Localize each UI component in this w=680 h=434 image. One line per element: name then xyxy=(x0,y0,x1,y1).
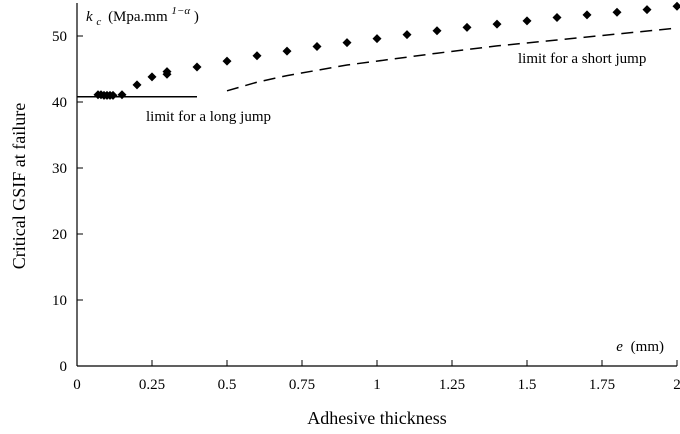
y-unit-text: (Mpa.mm xyxy=(108,9,168,25)
short-jump-limit-line xyxy=(226,27,678,92)
y-axis-label: Critical GSIF at failure xyxy=(9,103,29,269)
x-tick-label: 1.5 xyxy=(518,377,537,393)
data-point xyxy=(222,56,232,66)
x-tick-label: 0.75 xyxy=(289,377,315,393)
x-tick-label: 0.25 xyxy=(139,377,165,393)
data-point xyxy=(117,90,127,100)
x-tick-label: 1 xyxy=(373,377,381,393)
annotation-short-jump: limit for a short jump xyxy=(518,51,646,67)
x-symbol: e xyxy=(616,339,623,355)
data-point xyxy=(642,5,652,15)
x-tick-label: 0 xyxy=(73,377,81,393)
data-point xyxy=(147,72,157,82)
x-tick-label: 0.5 xyxy=(218,377,237,393)
y-unit-subscript: c xyxy=(96,16,101,28)
data-point xyxy=(108,90,118,100)
data-point xyxy=(342,38,352,48)
x-unit: (mm) xyxy=(631,339,664,355)
markers xyxy=(93,1,680,100)
data-point xyxy=(672,1,680,11)
data-point xyxy=(132,80,142,90)
x-axis-label: Adhesive thickness xyxy=(307,408,446,428)
data-point xyxy=(312,42,322,52)
x-tick-label: 1.25 xyxy=(439,377,465,393)
data-point xyxy=(432,26,442,36)
y-tick-label: 40 xyxy=(52,95,67,111)
annotation-long-jump: limit for a long jump xyxy=(146,109,271,125)
data-point xyxy=(192,62,202,72)
data-point xyxy=(372,34,382,44)
y-tick-label: 50 xyxy=(52,29,67,45)
data-point xyxy=(162,67,172,77)
data-point xyxy=(252,51,262,61)
y-tick-label: 0 xyxy=(60,359,68,375)
x-tick-label: 2 xyxy=(673,377,680,393)
data-point xyxy=(462,22,472,32)
data-point xyxy=(492,19,502,29)
data-point xyxy=(612,7,622,17)
data-point xyxy=(582,10,592,20)
y-tick-label: 30 xyxy=(52,161,67,177)
x-tick-label: 1.75 xyxy=(589,377,615,393)
y-unit-close: ) xyxy=(194,9,199,25)
y-tick-label: 20 xyxy=(52,227,67,243)
ticks xyxy=(76,35,678,367)
data-point xyxy=(282,46,292,56)
y-unit-label: k c (Mpa.mm 1−α ) xyxy=(86,2,199,29)
y-unit-symbol: k xyxy=(86,9,93,25)
data-point xyxy=(522,16,532,26)
data-point xyxy=(552,13,562,23)
y-unit-exponent: 1−α xyxy=(171,5,190,17)
x-unit-label: e (mm) xyxy=(616,339,664,355)
data-point xyxy=(402,30,412,40)
y-tick-label: 10 xyxy=(52,293,67,309)
